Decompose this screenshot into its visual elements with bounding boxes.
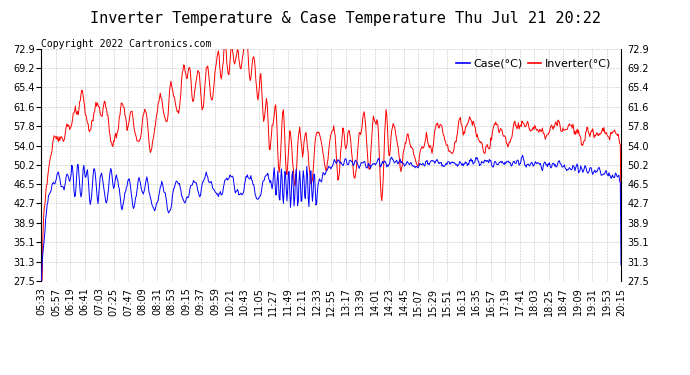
Text: Copyright 2022 Cartronics.com: Copyright 2022 Cartronics.com	[41, 39, 212, 49]
Legend: Case(°C), Inverter(°C): Case(°C), Inverter(°C)	[452, 54, 615, 73]
Text: Inverter Temperature & Case Temperature Thu Jul 21 20:22: Inverter Temperature & Case Temperature …	[90, 11, 600, 26]
